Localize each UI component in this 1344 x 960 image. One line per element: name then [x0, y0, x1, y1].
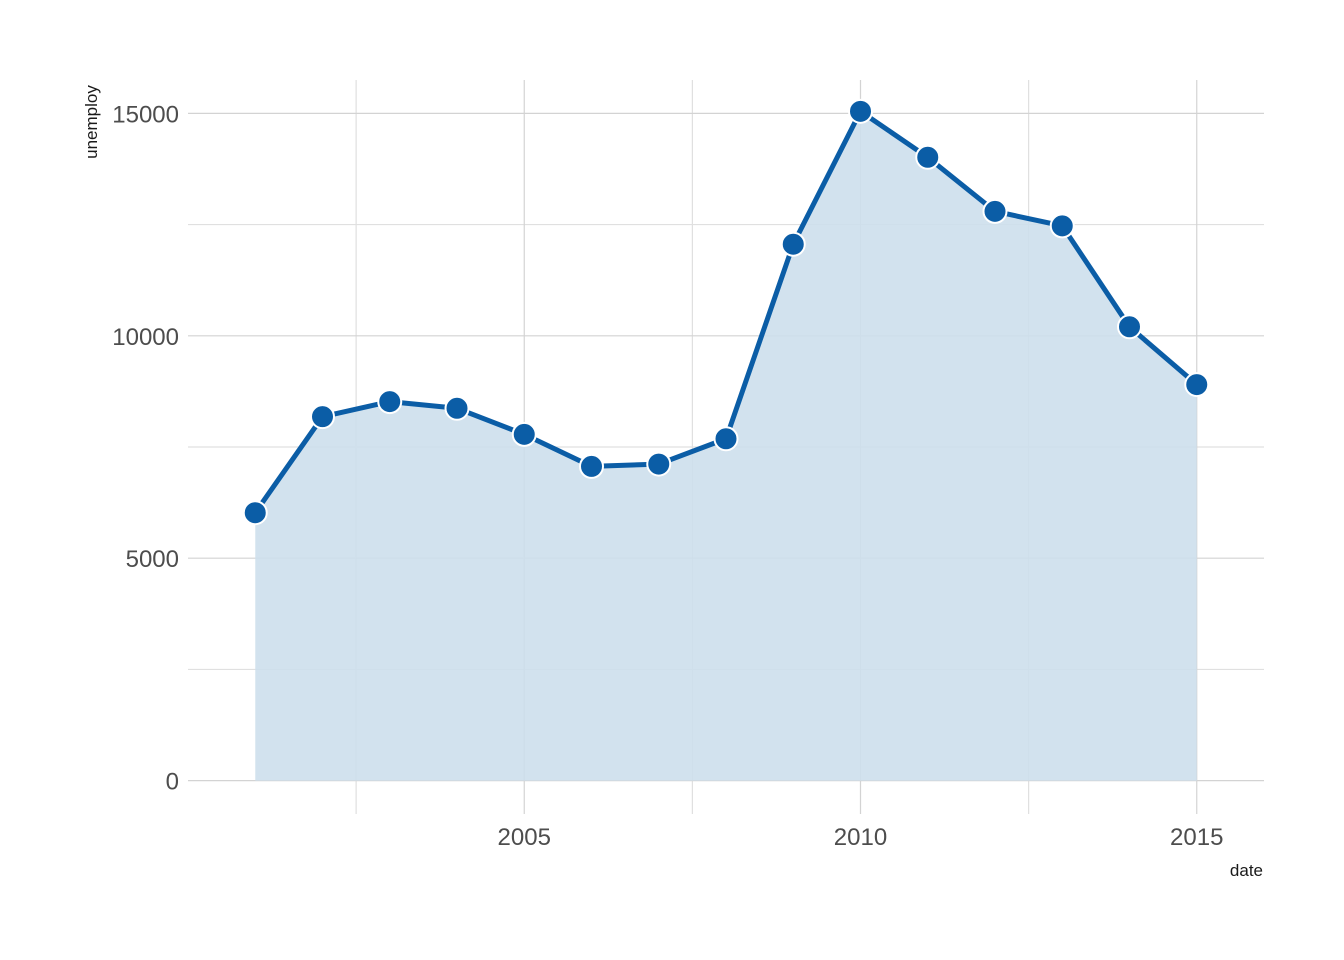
data-point	[242, 500, 268, 526]
tick-labels: 2005 2010 2015 0 5000 10000 15000	[112, 101, 1223, 851]
y-tick-label: 5000	[126, 546, 179, 573]
data-point	[713, 426, 739, 452]
data-point	[1117, 314, 1142, 340]
y-tick-label: 15000	[112, 101, 179, 128]
data-point	[646, 451, 672, 477]
y-tick-label: 0	[166, 769, 179, 796]
data-point	[377, 389, 403, 415]
data-point	[511, 421, 537, 447]
data-point	[1184, 372, 1210, 398]
y-axis-title: unemploy	[82, 85, 101, 159]
data-point	[780, 231, 806, 257]
data-point	[579, 453, 604, 479]
data-point	[915, 144, 941, 170]
data-point	[848, 98, 873, 124]
data-points	[242, 98, 1210, 526]
x-tick-label: 2015	[1170, 824, 1223, 851]
data-point	[982, 198, 1008, 224]
y-tick-label: 10000	[112, 324, 179, 351]
x-tick-label: 2005	[498, 824, 551, 851]
x-tick-label: 2010	[834, 824, 887, 851]
data-point	[1049, 213, 1075, 239]
data-point	[310, 404, 335, 430]
data-point	[444, 395, 470, 421]
x-axis-title: date	[1230, 861, 1263, 880]
